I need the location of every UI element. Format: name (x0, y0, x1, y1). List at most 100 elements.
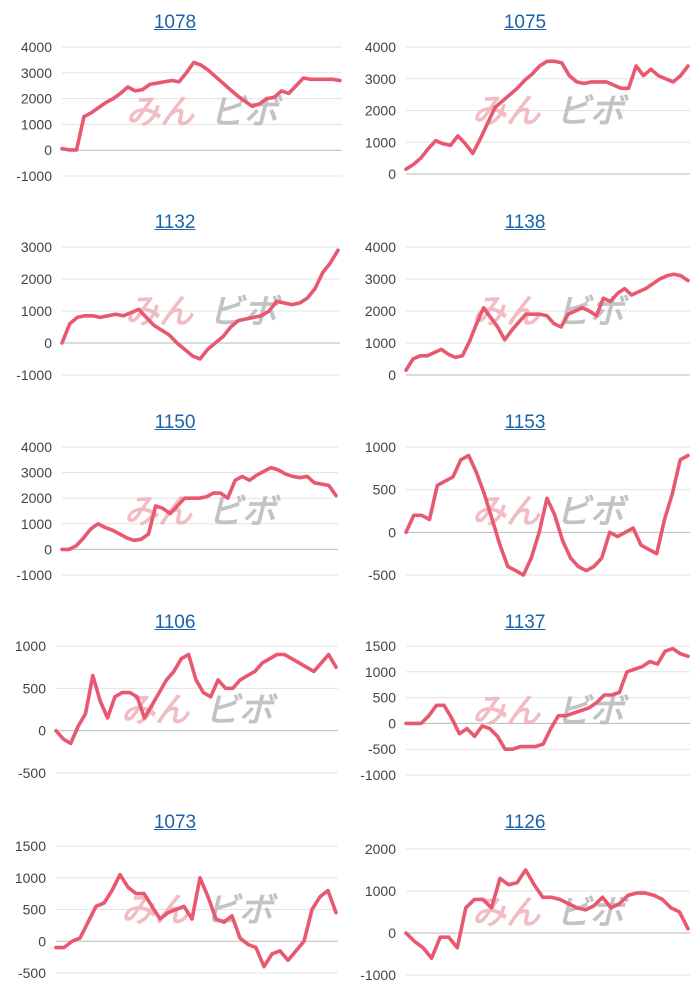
y-tick-label: 2000 (21, 490, 52, 506)
y-tick-label: 3000 (21, 65, 52, 81)
y-tick-label: 2000 (21, 271, 52, 287)
y-tick-label: 1000 (365, 134, 396, 150)
y-tick-label: 0 (388, 524, 396, 540)
y-tick-label: 2000 (365, 303, 396, 319)
watermark-left: みん (472, 492, 541, 532)
y-tick-label: 1000 (21, 116, 52, 132)
chart-title-link[interactable]: 1106 (154, 612, 196, 633)
watermark-right: ビボ (556, 492, 629, 532)
y-tick-label: 0 (388, 166, 396, 182)
chart-title-link[interactable]: 1126 (504, 812, 546, 833)
y-tick-label: 2000 (365, 103, 396, 119)
chart-panel-1150: 1150 -1000 0 1000 2000 3000 4000 みん ビボ (0, 400, 350, 600)
series-line (60, 248, 340, 361)
y-tick-label: 3000 (365, 71, 396, 87)
chart-panel-1078: 1078 -1000 0 1000 2000 3000 4000 みん ビボ (0, 0, 350, 200)
series-line (404, 59, 690, 171)
y-tick-label: 0 (38, 723, 46, 739)
series-line (404, 646, 690, 751)
chart-panel-1137: 1137 -1000 -500 0 500 1000 1500 みん ビボ (350, 600, 700, 800)
chart-title-link[interactable]: 1132 (154, 212, 196, 233)
series-line (404, 453, 690, 577)
y-tick-label: -500 (368, 567, 396, 583)
chart-title-link[interactable]: 1137 (504, 612, 546, 633)
y-tick-label: 0 (44, 142, 52, 158)
y-tick-label: 1000 (15, 638, 46, 654)
y-tick-label: 3000 (365, 271, 396, 287)
chart-panel-1138: 1138 0 1000 2000 3000 4000 みん ビボ (350, 200, 700, 400)
y-tick-label: 0 (388, 715, 396, 731)
y-tick-label: 4000 (21, 439, 52, 455)
chart-panel-1073: 1073 -500 0 500 1000 1500 みん ビボ (0, 800, 350, 1000)
chart-title-link[interactable]: 1153 (504, 412, 546, 433)
watermark-right: ビボ (556, 692, 629, 732)
y-tick-label: 1000 (365, 664, 396, 680)
y-tick-label: 500 (23, 902, 47, 918)
watermark-right: ビボ (209, 292, 282, 332)
y-tick-label: 2000 (21, 91, 52, 107)
chart-panel-1126: 1126 -1000 0 1000 2000 みん ビボ (350, 800, 700, 1000)
y-tick-label: 1000 (21, 516, 52, 532)
chart-title-link[interactable]: 1078 (153, 12, 197, 33)
watermark-right: ビボ (208, 492, 281, 532)
watermark-left: みん (124, 492, 193, 532)
y-tick-label: -1000 (16, 567, 52, 583)
series-line (404, 272, 690, 372)
watermark-left: みん (126, 93, 195, 133)
chart-title-link[interactable]: 1075 (503, 12, 547, 33)
y-tick-label: -1000 (16, 168, 52, 184)
y-tick-label: 4000 (365, 39, 396, 55)
series-line (404, 868, 690, 960)
watermark-right: ビボ (205, 891, 278, 931)
chart-panel-1106: 1106 -500 0 500 1000 みん ビボ (0, 600, 350, 800)
chart-panel-1075: 1075 0 1000 2000 3000 4000 みん ビボ (350, 0, 700, 200)
chart-panel-1132: 1132 -1000 0 1000 2000 3000 みん ビボ (0, 200, 350, 400)
watermark-right: ビボ (556, 92, 629, 132)
y-tick-label: 0 (44, 335, 52, 351)
series-line (60, 60, 342, 152)
series-line (54, 872, 338, 969)
y-tick-label: -1000 (360, 967, 396, 983)
y-tick-label: 0 (388, 925, 396, 941)
y-tick-label: 2000 (365, 841, 396, 857)
series-line (60, 465, 338, 552)
y-tick-label: 500 (373, 482, 397, 498)
y-tick-label: 0 (38, 933, 46, 949)
y-tick-label: -500 (18, 765, 46, 781)
y-tick-label: 1000 (21, 303, 52, 319)
y-tick-label: 4000 (365, 239, 396, 255)
y-tick-label: 1000 (15, 870, 46, 886)
y-tick-label: 500 (373, 690, 397, 706)
series-line (54, 652, 338, 746)
y-tick-label: 0 (44, 541, 52, 557)
y-tick-label: -1000 (360, 767, 396, 783)
y-tick-label: 3000 (21, 239, 52, 255)
y-tick-label: 0 (388, 367, 396, 383)
y-tick-label: -500 (368, 741, 396, 757)
chart-panel-1153: 1153 -500 0 500 1000 みん ビボ (350, 400, 700, 600)
y-tick-label: 1000 (365, 439, 396, 455)
watermark-right: ビボ (556, 893, 629, 933)
y-tick-label: -500 (18, 965, 46, 981)
y-tick-label: 500 (23, 680, 47, 696)
line-chart-1153: -500 0 500 1000 みん ビボ (365, 439, 690, 583)
y-tick-label: 1500 (15, 838, 46, 854)
y-tick-label: 3000 (21, 465, 52, 481)
y-tick-label: -1000 (16, 367, 52, 383)
y-tick-label: 4000 (21, 39, 52, 55)
watermark-right: ビボ (205, 691, 278, 731)
y-tick-label: 1500 (365, 638, 396, 654)
y-tick-label: 1000 (365, 883, 396, 899)
y-tick-label: 1000 (365, 335, 396, 351)
chart-title-link[interactable]: 1073 (153, 812, 197, 833)
chart-title-link[interactable]: 1150 (154, 412, 196, 433)
line-chart-1150: -1000 0 1000 2000 3000 4000 みん ビボ (16, 439, 338, 583)
chart-title-link[interactable]: 1138 (504, 212, 546, 233)
